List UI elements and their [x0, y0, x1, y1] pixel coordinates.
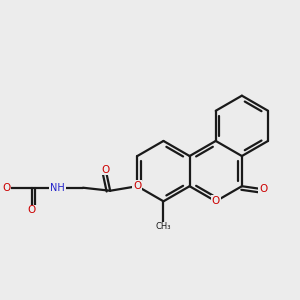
- Text: O: O: [212, 196, 220, 206]
- Text: O: O: [28, 206, 36, 215]
- Text: O: O: [2, 183, 10, 193]
- Text: NH: NH: [50, 183, 65, 193]
- Text: CH₃: CH₃: [156, 223, 171, 232]
- Text: O: O: [133, 181, 142, 191]
- Text: O: O: [101, 165, 110, 175]
- Text: O: O: [259, 184, 267, 194]
